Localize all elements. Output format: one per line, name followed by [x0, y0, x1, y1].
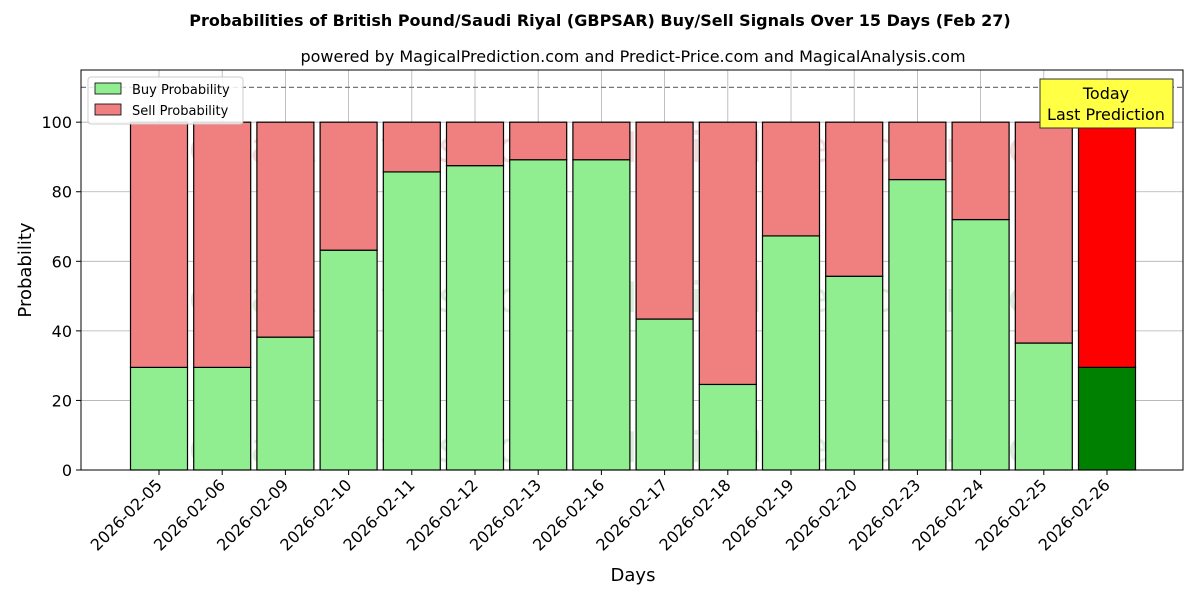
bar-buy-2026-02-17	[635, 318, 694, 471]
bar-sell-2026-02-20	[825, 121, 884, 277]
bar-buy-2026-02-26	[1077, 366, 1137, 471]
y-tick-label: 40	[52, 322, 72, 341]
annotation-line-1: Today	[1082, 84, 1129, 103]
chart-subtitle: powered by MagicalPrediction.com and Pre…	[300, 47, 965, 66]
bar-buy-2026-02-16	[572, 159, 631, 471]
plot-frame	[80, 69, 1184, 471]
bar-sell-2026-02-17	[635, 121, 694, 320]
bar-buy-2026-02-12	[445, 165, 505, 471]
bar-buy-2026-02-24	[951, 218, 1010, 471]
legend-label-sell: Sell Probability	[132, 104, 229, 119]
bar-buy-2026-02-19	[761, 235, 821, 471]
bar-sell-2026-02-23	[888, 121, 947, 181]
legend: Buy Probability Sell Probability	[87, 76, 244, 125]
y-axis: 0 20 40 60 80 100	[41, 113, 81, 480]
y-tick-label: 60	[52, 252, 72, 271]
bar-sell-2026-02-06	[193, 121, 252, 368]
bar-buy-2026-02-18	[698, 383, 757, 471]
bar-buy-2026-02-20	[825, 275, 884, 471]
bar-sell-2026-02-05	[129, 121, 189, 368]
legend-box	[87, 76, 244, 125]
bar-buy-2026-02-11	[382, 171, 441, 471]
bar-buy-2026-02-06	[193, 366, 252, 471]
bar-sell-2026-02-19	[761, 121, 821, 237]
today-annotation: Today Last Prediction	[1039, 78, 1174, 129]
bars	[129, 121, 1137, 471]
bar-sell-2026-02-10	[319, 121, 378, 251]
bar-sell-2026-02-18	[698, 121, 757, 386]
bar-sell-2026-02-12	[445, 121, 505, 167]
y-tick-label: 20	[52, 391, 72, 410]
bar-sell-2026-02-26	[1077, 121, 1137, 368]
bar-buy-2026-02-05	[129, 366, 189, 471]
x-axis: 2026-02-052026-02-062026-02-092026-02-10…	[87, 470, 1114, 555]
annotation-box	[1039, 78, 1174, 129]
bar-sell-2026-02-13	[509, 121, 568, 161]
bar-buy-2026-02-25	[1014, 342, 1073, 471]
y-tick-label: 80	[52, 183, 72, 202]
chart-title: Probabilities of British Pound/Saudi Riy…	[189, 11, 1010, 30]
bar-buy-2026-02-23	[888, 178, 947, 471]
bar-buy-2026-02-13	[509, 159, 568, 471]
bar-sell-2026-02-25	[1014, 121, 1073, 344]
bar-sell-2026-02-16	[572, 121, 631, 161]
bar-buy-2026-02-10	[319, 249, 378, 471]
y-tick-label: 0	[62, 461, 72, 480]
legend-label-buy: Buy Probability	[132, 83, 230, 98]
bar-sell-2026-02-09	[256, 121, 315, 338]
bar-sell-2026-02-24	[951, 121, 1010, 221]
bar-buy-2026-02-09	[256, 336, 315, 471]
y-tick-label: 100	[41, 113, 72, 132]
legend-swatch-sell	[94, 103, 122, 116]
annotation-line-2: Last Prediction	[1047, 105, 1165, 124]
legend-swatch-buy	[94, 82, 122, 95]
y-axis-label: Probability	[15, 222, 36, 317]
bar-sell-2026-02-11	[382, 121, 441, 173]
x-axis-label: Days	[611, 565, 656, 586]
